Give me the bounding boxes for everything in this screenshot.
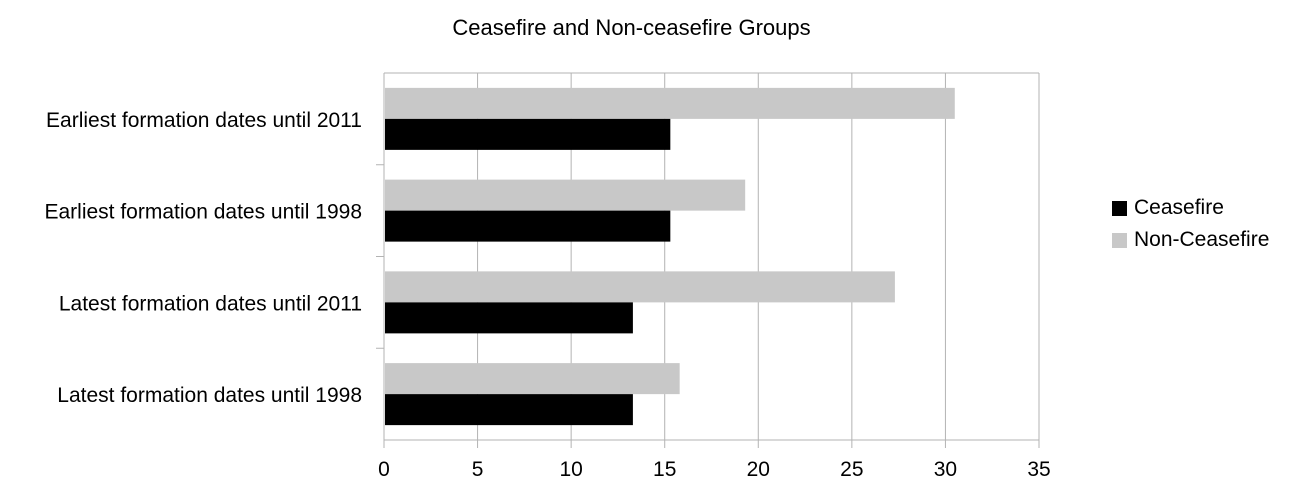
legend-swatch-non-ceasefire — [1112, 232, 1127, 248]
x-tick-label: 20 — [747, 458, 770, 479]
x-tick-label: 25 — [840, 458, 863, 479]
x-tick-label: 5 — [472, 458, 484, 479]
x-tick-label: 10 — [559, 458, 582, 479]
x-tick-label: 30 — [934, 458, 957, 479]
x-tick-label: 15 — [653, 458, 676, 479]
legend-item-ceasefire: Ceasefire — [1112, 192, 1269, 224]
x-tick-label: 35 — [1027, 458, 1050, 479]
category-label: Earliest formation dates until 2011 — [46, 109, 362, 132]
bars — [385, 87, 955, 426]
axis-labels: 0 5 10 15 20 25 30 35 Earliest formation dates u… — [44, 109, 1050, 479]
bar-non-ceasefire — [385, 271, 895, 303]
legend-swatch-ceasefire — [1112, 200, 1127, 216]
bar-ceasefire — [385, 302, 633, 334]
bar-ceasefire — [385, 118, 671, 150]
bar-non-ceasefire — [385, 87, 955, 119]
category-label: Latest formation dates until 2011 — [59, 292, 362, 315]
legend: Ceasefire Non-Ceasefire — [1112, 192, 1269, 256]
bar-non-ceasefire — [385, 179, 746, 211]
category-label: Latest formation dates until 1998 — [57, 384, 362, 407]
axes — [376, 72, 1040, 448]
chart-title: Ceasefire and Non-ceasefire Groups — [452, 15, 811, 40]
category-label: Earliest formation dates until 1998 — [44, 201, 362, 224]
legend-item-non-ceasefire: Non-Ceasefire — [1112, 224, 1269, 256]
bar-ceasefire — [385, 210, 671, 242]
legend-label-ceasefire: Ceasefire — [1134, 196, 1224, 219]
bar-non-ceasefire — [385, 363, 680, 395]
legend-label-non-ceasefire: Non-Ceasefire — [1134, 228, 1270, 251]
bar-ceasefire — [385, 394, 633, 426]
x-tick-label: 0 — [378, 458, 390, 479]
